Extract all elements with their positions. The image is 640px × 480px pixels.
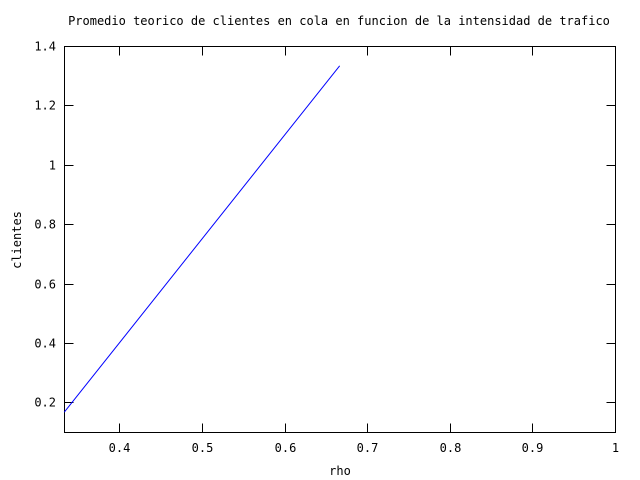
y-axis-label: clientes: [10, 211, 24, 269]
y-tick-label: 0.6: [34, 278, 56, 292]
x-axis-tick-labels: 0.4 0.5 0.6 0.7 0.8 0.9 1: [109, 441, 619, 455]
x-tick-label: 1: [612, 441, 619, 455]
x-tick-label: 0.4: [109, 441, 131, 455]
x-axis-ticks: [119, 46, 616, 433]
y-tick-label: 0.2: [34, 396, 56, 410]
y-axis-ticks: [64, 46, 616, 403]
plot-frame: [64, 46, 616, 433]
series-line: [63, 65, 341, 413]
chart-title: Promedio teorico de clientes en cola en …: [68, 14, 610, 28]
x-tick-label: 0.5: [192, 441, 214, 455]
y-tick-label: 0.4: [34, 337, 56, 351]
y-tick-label: 1: [49, 159, 56, 173]
series-layer: [63, 65, 341, 413]
x-tick-label: 0.7: [357, 441, 379, 455]
y-tick-label: 0.8: [34, 218, 56, 232]
y-axis-tick-labels: 0.2 0.4 0.6 0.8 1 1.2 1.4: [34, 40, 56, 410]
x-tick-label: 0.9: [522, 441, 544, 455]
y-tick-label: 1.2: [34, 99, 56, 113]
x-axis-label: rho: [329, 464, 351, 478]
y-tick-label: 1.4: [34, 40, 56, 54]
x-tick-label: 0.8: [440, 441, 462, 455]
x-tick-label: 0.6: [275, 441, 297, 455]
